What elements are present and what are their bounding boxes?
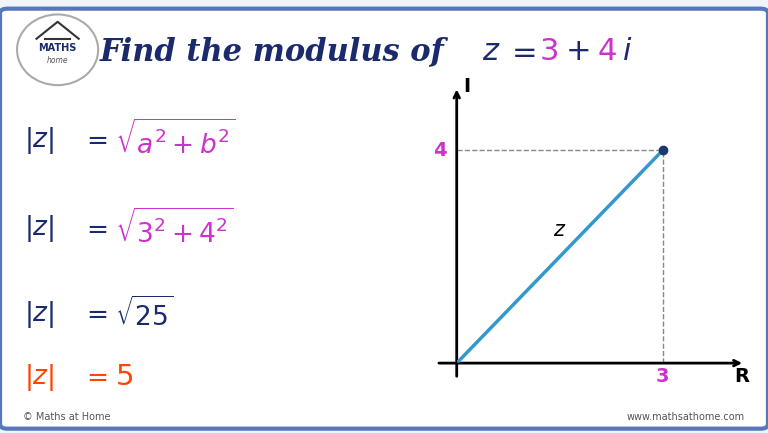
Text: $5$: $5$ xyxy=(114,363,133,391)
Text: $\sqrt{25}$: $\sqrt{25}$ xyxy=(114,297,173,332)
Text: $=$: $=$ xyxy=(506,36,536,68)
Text: $\sqrt{a^2 + b^2}$: $\sqrt{a^2 + b^2}$ xyxy=(114,121,235,160)
Text: $|z|$: $|z|$ xyxy=(24,213,55,244)
Text: $|z|$: $|z|$ xyxy=(24,299,55,330)
Text: R: R xyxy=(734,367,749,386)
Text: $=$: $=$ xyxy=(81,365,108,391)
Text: $|z|$: $|z|$ xyxy=(24,125,55,156)
Text: $|z|$: $|z|$ xyxy=(24,362,55,393)
Text: $+$: $+$ xyxy=(564,36,589,68)
Text: Find the modulus of: Find the modulus of xyxy=(100,36,455,68)
Text: 3: 3 xyxy=(656,367,670,386)
Text: MATHS: MATHS xyxy=(38,43,77,53)
Text: © Maths at Home: © Maths at Home xyxy=(23,412,111,422)
Text: $i$: $i$ xyxy=(622,36,632,68)
Circle shape xyxy=(17,14,98,85)
Text: $3$: $3$ xyxy=(538,36,558,68)
Text: $z$: $z$ xyxy=(553,220,566,240)
Text: 4: 4 xyxy=(432,141,446,160)
Text: $4$: $4$ xyxy=(598,36,617,68)
Text: $z$: $z$ xyxy=(482,36,501,68)
Text: $=$: $=$ xyxy=(81,127,108,153)
Text: I: I xyxy=(463,77,471,96)
Text: home: home xyxy=(47,56,68,65)
Text: $=$: $=$ xyxy=(81,216,108,242)
Text: www.mathsathome.com: www.mathsathome.com xyxy=(627,412,745,422)
Text: $=$: $=$ xyxy=(81,301,108,327)
Text: $\sqrt{3^2 + 4^2}$: $\sqrt{3^2 + 4^2}$ xyxy=(114,210,233,248)
